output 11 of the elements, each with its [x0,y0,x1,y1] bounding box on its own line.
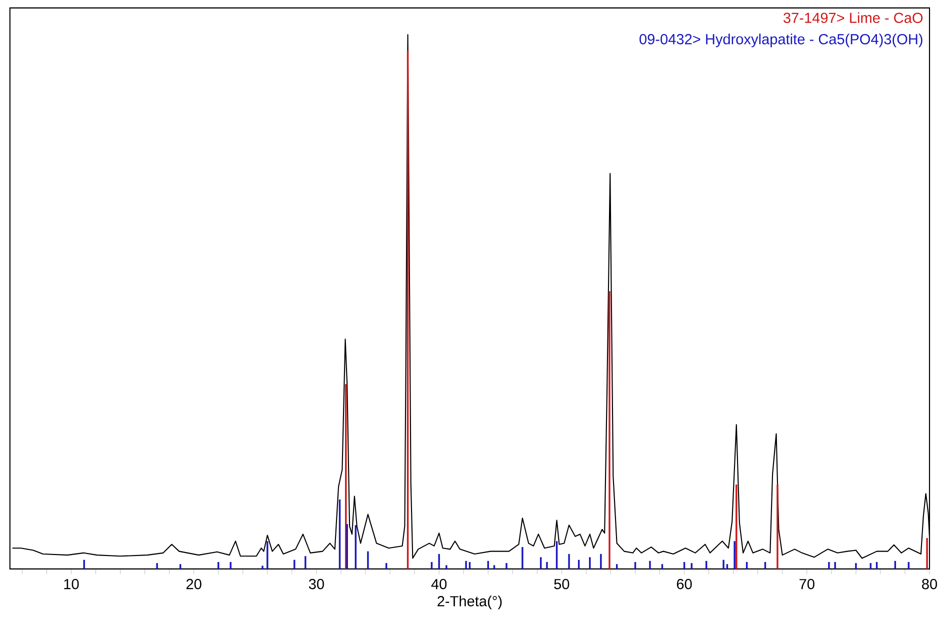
x-tick-label: 30 [308,578,324,590]
text: 37-1497> Lime - CaO [784,12,923,23]
text: 09-0432> Hydroxylapatite - Ca5(PO4)3(OH) [640,34,922,48]
x-tick-label: 60 [676,578,692,590]
x-tick-label: 20 [186,578,202,590]
x-axis-title: 2-Theta(°) [438,596,502,610]
x-tick-label: 40 [431,578,447,590]
x-tick-label: 50 [554,578,570,590]
x-tick-label: 70 [800,578,814,590]
x-tick-label: 10 [64,578,79,590]
x-tick-label: 80 [922,578,938,590]
